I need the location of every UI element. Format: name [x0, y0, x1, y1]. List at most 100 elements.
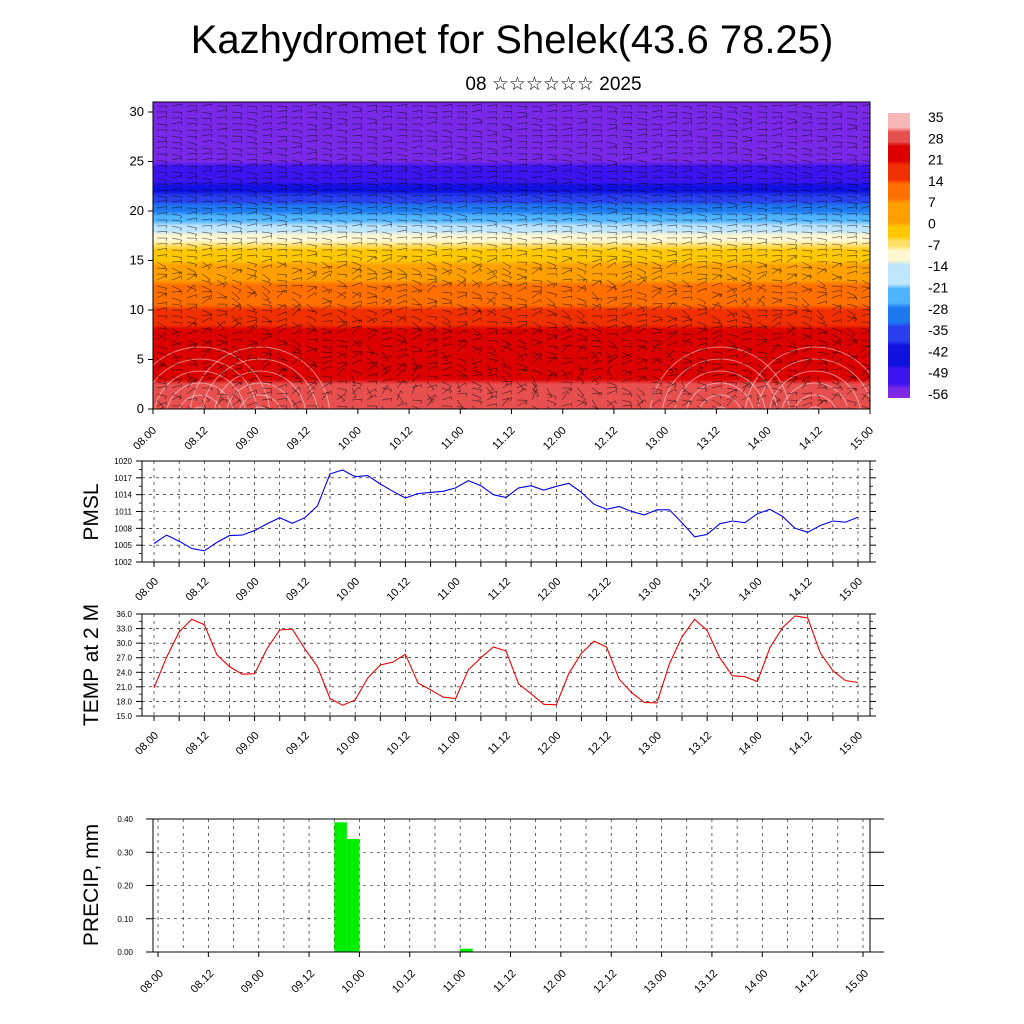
- wind-barb-flag: [449, 131, 453, 135]
- wind-barb-flag: [645, 213, 648, 217]
- wind-barb: [186, 211, 197, 215]
- wind-barb: [261, 115, 272, 119]
- wind-barb-flag: [675, 146, 678, 150]
- wind-barb-flag: [540, 130, 543, 134]
- wind-barb: [741, 384, 747, 395]
- wind-barb: [486, 231, 498, 233]
- wind-barb-flag: [540, 237, 543, 241]
- wind-barb-flag: [225, 243, 228, 247]
- wind-barb-flag: [255, 106, 258, 110]
- wind-barb: [786, 405, 798, 408]
- wind-barb: [816, 237, 827, 241]
- wind-barb-flag: [705, 160, 708, 164]
- wind-barb: [291, 199, 302, 203]
- wind-barb: [171, 225, 182, 229]
- wind-barb: [276, 171, 288, 174]
- wind-barb-flag: [838, 344, 842, 347]
- wind-barb: [231, 256, 241, 263]
- wind-barb-flag: [584, 301, 587, 305]
- wind-barb: [786, 177, 797, 180]
- wind-barb: [741, 381, 752, 386]
- wind-barb: [786, 199, 797, 203]
- wind-barb-flag: [249, 353, 252, 357]
- wind-barb: [366, 394, 376, 401]
- wind-barb: [366, 201, 378, 203]
- wind-barb: [576, 267, 587, 273]
- wind-barb-flag: [568, 344, 571, 348]
- wind-barb-flag: [390, 321, 393, 325]
- wind-barb-flag: [360, 165, 363, 170]
- wind-barb: [531, 310, 541, 317]
- wind-barb: [336, 285, 348, 287]
- wind-barb: [561, 285, 572, 289]
- wind-barb-flag: [583, 344, 586, 348]
- wind-barb: [321, 195, 333, 197]
- wind-barb-flag: [194, 144, 197, 148]
- wind-barb-flag: [285, 172, 288, 176]
- wind-barb-flag: [359, 268, 362, 272]
- wind-barb-flag: [645, 141, 648, 145]
- wind-barb-flag: [375, 405, 378, 409]
- wind-barb-flag: [765, 197, 768, 201]
- wind-barb: [306, 286, 316, 293]
- wind-barb-flag: [465, 230, 468, 234]
- wind-barb: [756, 393, 760, 404]
- warm-core-contour: [769, 370, 861, 409]
- wind-barb-flag: [810, 203, 813, 207]
- wind-barb: [756, 237, 767, 240]
- wind-barb: [441, 267, 451, 274]
- wind-barb: [546, 158, 557, 161]
- wind-barb: [786, 264, 797, 269]
- wind-barb: [801, 121, 812, 125]
- wind-barb: [231, 375, 243, 377]
- wind-barb: [441, 115, 452, 119]
- wind-barb: [216, 127, 227, 131]
- wind-barb: [561, 255, 572, 258]
- wind-barb: [531, 351, 542, 357]
- wind-barb: [831, 368, 842, 371]
- wind-barb: [666, 259, 677, 263]
- wind-barb-flag: [240, 269, 242, 273]
- wind-barb: [501, 307, 512, 311]
- wind-barb-flag: [825, 261, 828, 265]
- wind-barb: [306, 183, 317, 187]
- wind-barb: [261, 159, 272, 162]
- wind-barb: [381, 169, 392, 173]
- wind-barb: [801, 362, 809, 371]
- wind-barb: [816, 122, 828, 125]
- wind-barb-flag: [825, 112, 828, 116]
- wind-barb: [381, 257, 392, 263]
- wind-barb: [741, 348, 752, 353]
- wind-barb: [681, 194, 693, 197]
- wind-barb-flag: [659, 361, 662, 365]
- wind-barb: [261, 189, 272, 192]
- wind-barb: [291, 357, 301, 365]
- wind-barb: [831, 145, 842, 149]
- wind-barb: [171, 375, 181, 382]
- wind-barb: [681, 339, 692, 344]
- wind-barb: [621, 280, 631, 287]
- wind-barb: [846, 376, 856, 383]
- wind-barb-flag: [240, 248, 243, 252]
- wind-barb: [861, 383, 870, 389]
- wind-barb-flag: [313, 349, 317, 353]
- wind-barb-flag: [719, 410, 721, 412]
- wind-barb: [216, 296, 227, 299]
- wind-barb: [756, 217, 767, 221]
- wind-barb-flag: [704, 325, 707, 329]
- wind-barb: [816, 327, 827, 333]
- wind-barb: [636, 219, 647, 222]
- wind-barb: [621, 270, 632, 275]
- wind-barb-flag: [719, 263, 723, 267]
- wind-barb: [711, 334, 721, 341]
- wind-barb-flag: [525, 112, 528, 116]
- wind-barb-flag: [435, 112, 438, 116]
- wind-barb-flag: [720, 196, 723, 200]
- wind-barb-flag: [570, 244, 573, 248]
- wind-barb: [201, 117, 213, 120]
- wind-barb-flag: [615, 387, 618, 391]
- wind-barb-flag: [175, 359, 179, 362]
- wind-barb: [786, 377, 797, 383]
- wind-barb: [621, 263, 632, 269]
- wind-barb-flag: [525, 321, 528, 325]
